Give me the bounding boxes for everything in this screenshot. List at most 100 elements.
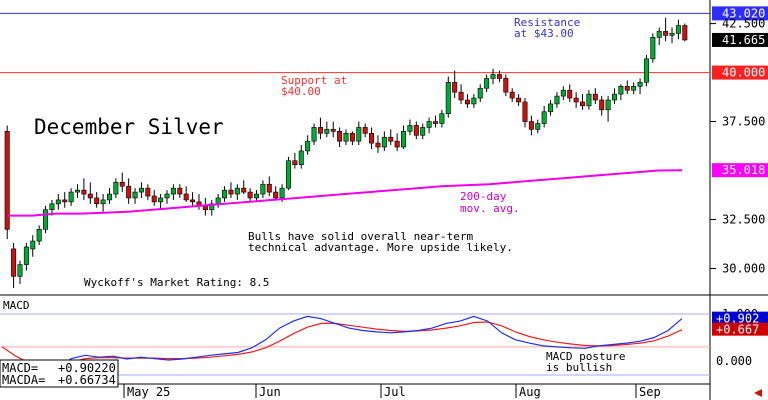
candle-down — [151, 195, 157, 203]
x-tick-label: Aug — [519, 385, 541, 399]
candle-up — [541, 111, 547, 124]
candle-down — [599, 99, 605, 111]
price-tick-label: 37.500 — [722, 115, 765, 129]
candle-down — [362, 127, 368, 134]
price-tick-highlight — [712, 6, 768, 21]
bulls-note-line1: Bulls have solid overall near-term — [248, 230, 474, 243]
price-tick-label: 30.000 — [722, 261, 765, 275]
candle-down — [292, 160, 298, 165]
chart-title: December Silver — [34, 115, 224, 139]
candles-layer — [4, 17, 688, 289]
support-note-line2: $40.00 — [281, 85, 321, 98]
candle-down — [528, 121, 534, 130]
candle-up — [17, 264, 23, 277]
candle-up — [560, 89, 566, 97]
candle-up — [285, 160, 291, 189]
candle-down — [509, 91, 515, 99]
candle-down — [432, 121, 438, 124]
candle-up — [30, 240, 36, 250]
candle-up — [298, 150, 304, 165]
candle-up — [132, 191, 138, 199]
candle-up — [23, 246, 29, 265]
candle-up — [100, 199, 106, 205]
rating-note: Wyckoff's Market Rating: 8.5 — [84, 276, 269, 289]
macd-note-line2: is bullish — [546, 361, 612, 374]
price-tick-label: 43.020 — [722, 6, 765, 20]
date-axis: May 25 Jun Jul Aug Sep — [123, 384, 661, 399]
price-tick-label: 42.500 — [722, 17, 765, 31]
candle-up — [158, 197, 164, 203]
price-tick-label: 41.665 — [722, 33, 765, 47]
x-tick-label: Jul — [384, 385, 406, 399]
candle-up — [586, 93, 592, 107]
candle-up — [445, 82, 451, 115]
macda-readout-value: +0.66734 — [58, 373, 116, 387]
candle-up — [420, 127, 426, 136]
price-tick-highlight — [712, 163, 768, 178]
price-panel — [0, 1, 710, 295]
price-tick-highlight — [712, 65, 768, 80]
ma-note-line1: 200-day — [460, 190, 507, 203]
macd-tick-label: 0.000 — [716, 354, 752, 368]
candle-up — [650, 37, 656, 60]
candle-down — [624, 85, 630, 91]
candle-up — [675, 25, 681, 34]
candle-up — [426, 121, 432, 128]
candle-up — [106, 193, 112, 201]
candle-up — [222, 189, 228, 199]
candle-down — [464, 99, 470, 105]
candle-down — [452, 82, 458, 93]
candle-up — [605, 99, 611, 111]
candle-down — [503, 78, 509, 93]
macd-tick-highlight — [712, 311, 768, 325]
candle-down — [273, 191, 279, 199]
scroll-left-arrow-icon[interactable] — [754, 389, 762, 397]
candle-down — [119, 181, 125, 187]
candle-down — [183, 193, 189, 201]
candle-up — [381, 136, 387, 148]
candle-down — [241, 187, 247, 193]
moving-average-line — [8, 169, 683, 217]
candle-up — [234, 187, 240, 195]
candle-down — [11, 248, 17, 277]
candle-down — [4, 131, 10, 230]
candle-up — [113, 181, 119, 195]
candle-down — [126, 185, 132, 199]
candle-up — [49, 203, 55, 211]
candle-down — [94, 197, 100, 205]
candle-down — [388, 136, 394, 142]
candle-up — [254, 193, 260, 199]
macd-readout-label: MACD= — [2, 361, 38, 375]
candle-down — [580, 101, 586, 107]
price-tick-label: 40.000 — [722, 66, 765, 80]
support-note-line1: Support at — [281, 74, 347, 87]
candle-down — [81, 189, 87, 195]
price-tick-highlight — [712, 32, 768, 47]
candle-down — [62, 199, 68, 203]
candle-up — [477, 87, 483, 99]
candle-up — [170, 187, 176, 195]
candle-down — [573, 97, 579, 103]
macd-readout-box — [0, 359, 119, 388]
macda-readout-label: MACDA= — [2, 373, 45, 387]
macd-tick-highlight — [712, 322, 768, 336]
candle-up — [209, 203, 215, 211]
candle-up — [401, 131, 407, 148]
candle-up — [631, 85, 637, 91]
candle-down — [413, 125, 419, 136]
candle-up — [490, 74, 496, 79]
candle-down — [369, 133, 375, 144]
macd-tick-label: +0.667 — [716, 323, 759, 337]
candle-up — [535, 123, 541, 130]
candle-up — [548, 103, 554, 113]
candle-up — [439, 113, 445, 124]
ma-note-line2: mov. avg. — [460, 202, 520, 215]
candle-down — [177, 187, 183, 195]
candle-down — [663, 31, 669, 36]
candle-down — [330, 129, 336, 132]
x-tick-label: Jun — [259, 385, 281, 399]
candle-down — [522, 101, 528, 122]
candle-up — [656, 31, 662, 38]
